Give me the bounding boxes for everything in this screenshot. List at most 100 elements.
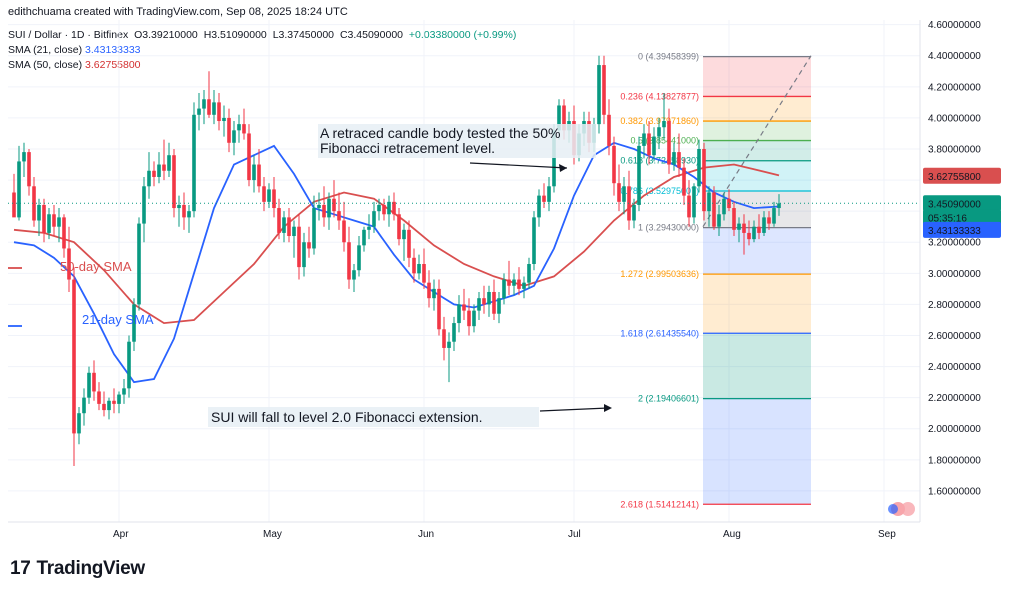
candle-body [182,204,186,218]
candle [667,108,671,174]
price-badge [923,167,1001,184]
candle-body [352,270,356,280]
candle-body [552,130,556,187]
candle-body [507,279,511,286]
candle-body [357,245,361,271]
candle-body [127,341,131,389]
x-tick-label: Apr [113,529,129,540]
candle-body [262,186,266,202]
y-tick-label: 2.40000000 [928,362,981,373]
candle [632,198,636,229]
candle [97,382,101,411]
fib-level-label: 0.236 (4.13827877) [620,91,699,101]
candle-body [117,394,121,404]
candle-body [597,65,601,125]
candle-body [447,341,451,348]
candle [217,93,221,131]
candle [87,366,91,404]
candle [72,267,76,467]
candle [752,220,756,243]
sma21-label: 21-day SMA [82,312,154,327]
candle-body [152,170,156,177]
candle-body [467,310,471,327]
sma21-legend-label: SMA (21, close) [8,44,83,56]
candle-body [607,114,611,146]
candle [342,201,346,252]
candle [432,279,436,311]
candle [722,192,726,221]
candle [527,257,531,289]
candle [172,148,176,218]
candle-body [197,108,201,115]
candle [662,93,666,140]
candle-body [237,124,241,131]
candle-body [692,186,696,218]
candle-body [457,304,461,324]
candle-body [712,192,716,227]
sma50-legend[interactable]: SMA (50, close) 3.62755800 [8,58,516,73]
candle-body [417,264,421,274]
candle-body [147,170,151,187]
sma21-legend[interactable]: SMA (21, close) 3.43133333 [8,43,516,58]
fib-level-label: 0.382 (3.97971860) [620,116,699,126]
candle-body [492,291,496,314]
candle-body [637,145,641,205]
candle [252,155,256,193]
candle-body [217,102,221,122]
candle-body [232,130,236,143]
y-tick-label: 4.60000000 [928,20,981,31]
annotation-text-1: A retraced candle body tested the 50% [320,125,561,141]
candle [142,176,146,243]
candle-body [312,208,316,249]
candle [52,204,56,237]
candle-body [482,298,486,305]
fib-zone [703,121,811,141]
candle [382,198,386,221]
candle-body [632,204,636,221]
candle [147,152,151,199]
candle-body [227,117,231,143]
candle [762,211,766,237]
candle [422,248,426,289]
candle [767,211,771,230]
candle-body [307,242,311,249]
candle [287,208,291,243]
candle-body [767,217,771,224]
candle [232,121,236,156]
candle [442,316,446,361]
candle [772,201,776,227]
candle-body [187,211,191,218]
candle [677,133,681,177]
candle-body [652,136,656,156]
price-badge-label: 05:35:16 [928,213,967,224]
candle [542,183,546,209]
candle-body [687,195,691,218]
candle-body [97,391,101,404]
candle-body [37,204,41,221]
symbol-label[interactable]: SUI / Dollar · 1D · Bitfinex [8,29,129,41]
candle-body [672,152,676,165]
tradingview-logo[interactable]: 17 TradingView [10,558,145,580]
candle-body [382,204,386,215]
annotation-arrow-1 [469,162,568,169]
candle [512,273,516,296]
candle [692,183,696,224]
candle-body [502,279,506,299]
candle [242,108,246,140]
candle-body [472,310,476,327]
sma21-legend-value: 3.43133333 [85,44,141,56]
candle-body [392,201,396,215]
candle [22,142,26,177]
candle-body [707,192,711,212]
candle [607,99,611,156]
annotation-text-2: Fibonacci retracement level. [320,140,495,156]
candle [42,198,46,243]
candle-body [427,282,431,299]
annotation-text-3: SUI will fall to level 2.0 Fibonacci ext… [211,409,483,425]
close-value: C3.45090000 [339,29,403,41]
candle [712,186,716,230]
candle [62,214,66,258]
candle-body [142,186,146,224]
candle-body [362,229,366,246]
